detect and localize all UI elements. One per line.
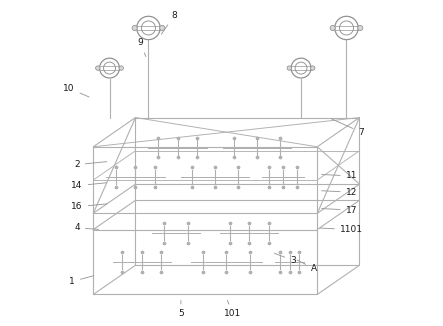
Circle shape	[96, 66, 100, 70]
Text: 4: 4	[74, 223, 99, 232]
Circle shape	[132, 25, 137, 31]
Text: 9: 9	[137, 38, 146, 56]
Circle shape	[311, 66, 315, 70]
Circle shape	[159, 25, 165, 31]
Text: 2: 2	[74, 160, 107, 169]
Circle shape	[358, 25, 363, 31]
Text: 1: 1	[69, 276, 94, 286]
Text: 10: 10	[63, 84, 89, 97]
Text: 101: 101	[224, 300, 241, 319]
Circle shape	[119, 66, 124, 70]
Text: A: A	[297, 260, 317, 273]
Text: 3: 3	[274, 253, 296, 265]
Text: 8: 8	[161, 11, 177, 34]
Text: 11: 11	[322, 171, 357, 181]
Text: 12: 12	[322, 188, 357, 197]
Text: 14: 14	[71, 181, 107, 190]
Circle shape	[287, 66, 291, 70]
Text: 1101: 1101	[320, 225, 363, 234]
Circle shape	[330, 25, 335, 31]
Text: 5: 5	[178, 301, 184, 319]
Text: 7: 7	[331, 119, 364, 137]
Text: 16: 16	[71, 202, 107, 211]
Text: 17: 17	[322, 206, 357, 215]
